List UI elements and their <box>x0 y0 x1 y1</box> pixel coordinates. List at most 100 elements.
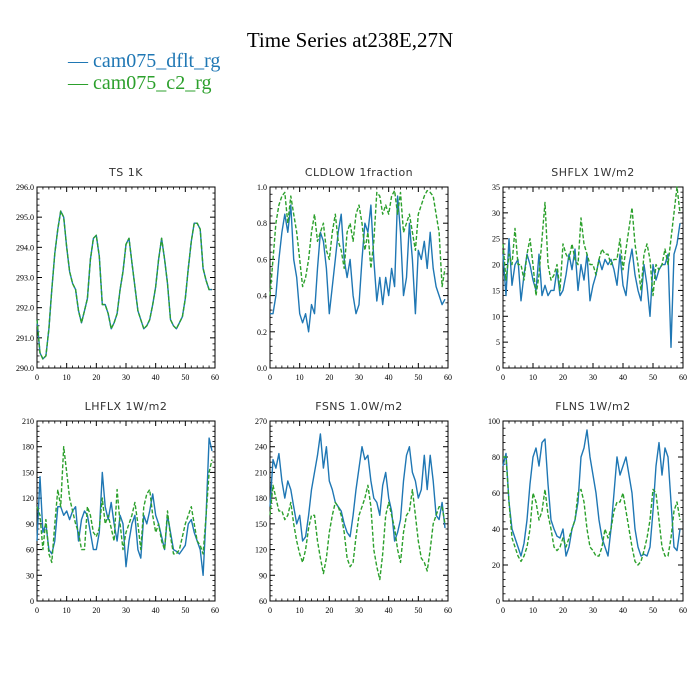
x-tick-label: 40 <box>385 373 393 382</box>
series-line-dflt <box>270 195 446 333</box>
chart-title: FLNS 1W/m2 <box>555 400 630 413</box>
chart-title: CLDLOW 1fraction <box>305 166 413 179</box>
x-tick-label: 10 <box>63 373 71 382</box>
y-tick-label: 295.0 <box>16 213 34 222</box>
y-tick-label: 35 <box>492 183 500 192</box>
plot-frame <box>269 420 449 602</box>
y-tick-label: 80 <box>492 453 500 462</box>
page-title: Time Series at238E,27N <box>246 28 454 52</box>
series-line-dflt <box>36 210 212 360</box>
legend-label-dflt: cam075_dflt_rg <box>93 50 221 72</box>
chart-title: SHFLX 1W/m2 <box>551 166 635 179</box>
x-tick-label: 50 <box>649 606 657 615</box>
x-tick-label: 0 <box>35 373 39 382</box>
y-tick-label: 120 <box>22 494 34 503</box>
y-tick-label: 0 <box>496 364 500 373</box>
series-line-c2 <box>502 186 681 297</box>
y-tick-label: 0.0 <box>257 364 267 373</box>
y-tick-label: 40 <box>492 525 500 534</box>
x-tick-label: 60 <box>679 606 687 615</box>
x-tick-label: 30 <box>355 373 363 382</box>
x-tick-label: 30 <box>122 606 130 615</box>
x-tick-label: 60 <box>444 373 452 382</box>
x-tick-label: 60 <box>211 606 219 615</box>
y-tick-label: 20 <box>492 261 500 270</box>
series-line-c2 <box>36 210 212 360</box>
y-tick-label: 0.2 <box>257 328 267 337</box>
y-tick-label: 100 <box>488 417 500 426</box>
x-tick-label: 50 <box>414 606 422 615</box>
chart-panel-1: CLDLOW 1fraction 0 10 20 30 40 50 60 0.0 0.2 0.4 0.… <box>257 166 452 382</box>
series-line-dflt <box>269 433 446 542</box>
x-tick-label: 20 <box>92 606 100 615</box>
y-tick-label: 60 <box>259 597 267 606</box>
x-tick-label: 30 <box>589 606 597 615</box>
y-tick-label: 120 <box>255 546 267 555</box>
series-line-c2 <box>269 484 446 581</box>
y-tick-label: 0.4 <box>257 292 267 301</box>
x-tick-label: 0 <box>501 373 505 382</box>
x-tick-label: 0 <box>268 373 272 382</box>
chart-title: TS 1K <box>108 166 143 179</box>
chart-title: LHFLX 1W/m2 <box>85 400 168 413</box>
series-line-dflt <box>502 223 681 348</box>
x-tick-label: 60 <box>444 606 452 615</box>
x-tick-label: 20 <box>559 606 567 615</box>
y-tick-label: 0.6 <box>257 255 267 264</box>
y-tick-label: 0 <box>30 597 34 606</box>
y-tick-label: 60 <box>492 489 500 498</box>
plot-frame <box>36 186 216 369</box>
y-tick-label: 90 <box>26 520 34 529</box>
x-tick-label: 50 <box>414 373 422 382</box>
legend-marker-c2: — <box>68 72 93 94</box>
series-line-c2 <box>503 456 681 566</box>
x-tick-label: 30 <box>122 373 130 382</box>
series-line-dflt <box>36 437 213 576</box>
x-tick-label: 20 <box>325 373 333 382</box>
y-tick-label: 25 <box>492 235 500 244</box>
y-tick-label: 296.0 <box>16 183 34 192</box>
y-tick-label: 210 <box>255 468 267 477</box>
y-tick-label: 0.8 <box>257 219 267 228</box>
x-tick-label: 0 <box>268 606 272 615</box>
x-tick-label: 10 <box>63 606 71 615</box>
y-tick-label: 60 <box>26 546 34 555</box>
x-tick-label: 0 <box>35 606 39 615</box>
x-tick-label: 60 <box>211 373 219 382</box>
plot-frame <box>502 420 684 602</box>
y-tick-label: 293.0 <box>16 274 34 283</box>
x-tick-label: 40 <box>619 373 627 382</box>
y-tick-label: 150 <box>255 520 267 529</box>
legend-item-c2: — cam075_c2_rg <box>68 72 212 95</box>
y-tick-label: 240 <box>255 443 267 452</box>
legend-marker-dflt: — <box>68 50 93 72</box>
chart-panel-4: FSNS 1.0W/m2 0 10 20 30 40 50 60 60 90 120 150 180 21… <box>255 400 452 615</box>
x-tick-label: 60 <box>679 373 687 382</box>
x-tick-label: 30 <box>355 606 363 615</box>
y-tick-label: 15 <box>492 286 500 295</box>
x-tick-label: 50 <box>649 373 657 382</box>
x-tick-label: 50 <box>181 373 189 382</box>
x-tick-label: 30 <box>589 373 597 382</box>
series-line-c2 <box>36 446 213 564</box>
y-tick-label: 1.0 <box>257 183 267 192</box>
x-tick-label: 40 <box>619 606 627 615</box>
y-tick-label: 30 <box>26 571 34 580</box>
y-tick-label: 291.0 <box>16 334 34 343</box>
y-tick-label: 0 <box>496 597 500 606</box>
y-tick-label: 10 <box>492 312 500 321</box>
x-tick-label: 40 <box>152 373 160 382</box>
chart-panel-3: LHFLX 1W/m2 0 10 20 30 40 50 60 0 30 60 90 120 150 180… <box>22 400 219 615</box>
y-tick-label: 90 <box>259 571 267 580</box>
chart-title: FSNS 1.0W/m2 <box>315 400 403 413</box>
y-tick-label: 270 <box>255 417 267 426</box>
y-tick-label: 290.0 <box>16 364 34 373</box>
chart-panel-5: FLNS 1W/m2 0 10 20 30 40 50 60 0 20 40 60 80 100 <box>488 400 687 615</box>
y-tick-label: 30 <box>492 209 500 218</box>
y-tick-label: 150 <box>22 468 34 477</box>
y-tick-label: 5 <box>496 338 500 347</box>
x-tick-label: 20 <box>559 373 567 382</box>
legend-label-c2: cam075_c2_rg <box>93 72 212 94</box>
chart-panel-2: SHFLX 1W/m2 0 10 20 30 40 50 60 0 5 10 15 20 25 30 35 <box>492 166 687 382</box>
